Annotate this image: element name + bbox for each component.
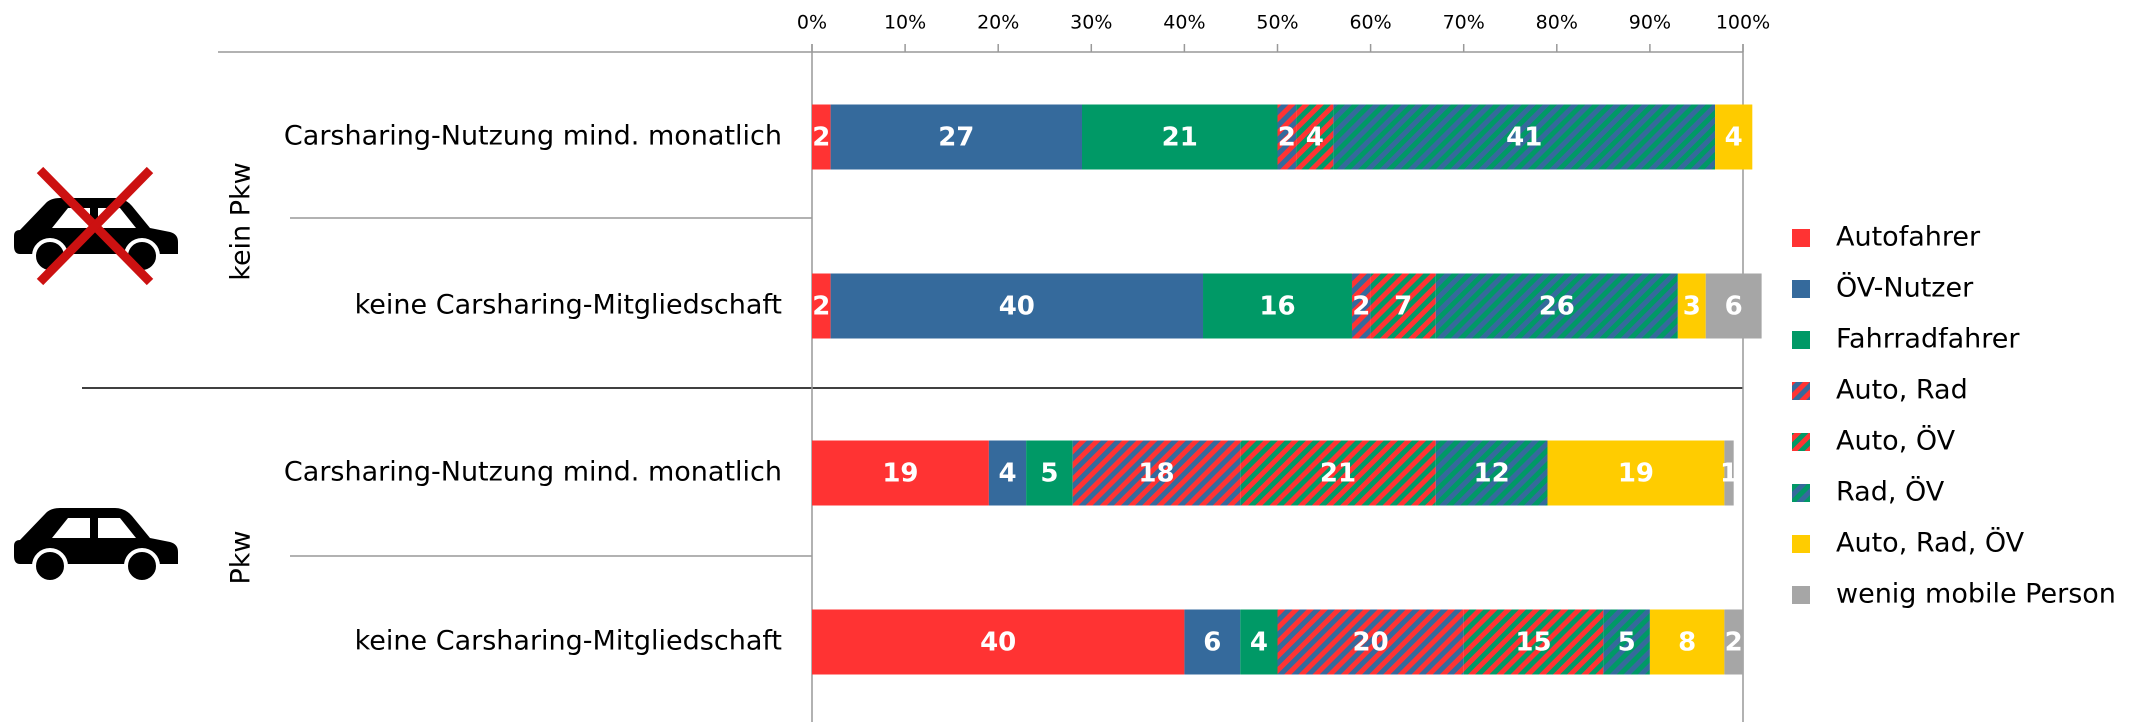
value-label: 4 [998,459,1016,489]
value-label: 21 [1162,123,1198,153]
value-label: 1 [1720,459,1738,489]
value-label: 40 [999,292,1035,322]
legend-swatch [1792,535,1810,553]
x-tick-label: 20% [977,12,1019,34]
value-label: 2 [1725,628,1743,658]
bar-segment [1435,440,1548,506]
legend-label: Autofahrer [1836,222,1981,253]
bar-segment [1603,609,1650,675]
value-label: 5 [1040,459,1058,489]
value-label: 15 [1515,628,1551,658]
bar-segment [1715,104,1753,170]
car-icon [14,508,178,584]
legend-label: Fahrradfahrer [1836,324,2020,355]
legend-swatch [1792,433,1810,451]
value-label: 19 [882,459,918,489]
legend-label: Rad, ÖV [1836,476,1945,508]
bar-segment [1277,104,1297,170]
bar-segment [988,440,1027,506]
x-tick-label: 100% [1716,12,1770,34]
bar-segment [1463,609,1604,675]
bar-segment [1072,440,1241,506]
x-tick-label: 50% [1256,12,1298,34]
value-label: 27 [938,123,974,153]
value-label: 2 [1352,292,1370,322]
legend-label: Auto, Rad, ÖV [1836,527,2025,559]
value-label: 19 [1618,459,1654,489]
bar-segment [1649,609,1725,675]
bar-segment [830,273,1204,339]
value-label: 2 [1278,123,1296,153]
value-label: 16 [1259,292,1295,322]
bar-segment [830,104,1082,170]
x-tick-label: 10% [884,12,926,34]
bar-segment [1277,609,1464,675]
category-label: keine Carsharing-Mitgliedschaft [355,626,782,657]
bar-segment [812,104,831,170]
x-tick-label: 0% [797,12,827,34]
value-label: 6 [1725,292,1743,322]
bar-segment [1296,104,1334,170]
bar-segment [1184,609,1241,675]
car-icon-crossed [14,166,178,286]
value-label: 12 [1474,459,1510,489]
bar-segment [1240,609,1278,675]
value-label: 4 [1725,123,1743,153]
value-label: 2 [812,123,830,153]
x-tick-label: 80% [1536,12,1578,34]
bar-segment [1026,440,1073,506]
value-label: 20 [1353,628,1389,658]
legend-label: wenig mobile Person [1836,579,2116,610]
legend-swatch [1792,382,1810,400]
bar-segment [1203,273,1352,339]
category-label: Carsharing-Nutzung mind. monatlich [284,121,782,152]
value-label: 26 [1539,292,1575,322]
bar-segment [1724,609,1743,675]
value-label: 18 [1138,459,1174,489]
bar-segment [1081,104,1278,170]
value-label: 40 [980,628,1016,658]
bar-segment [812,440,989,506]
value-label: 8 [1678,628,1696,658]
bar-segment [812,273,831,339]
x-tick-label: 90% [1629,12,1671,34]
bar-segment [1547,440,1725,506]
value-label: 6 [1203,628,1221,658]
bar-segment [1351,273,1371,339]
legend-swatch [1792,484,1810,502]
bar-segment [1435,273,1678,339]
x-tick-label: 60% [1349,12,1391,34]
value-label: 3 [1683,292,1701,322]
bar-segment [1333,104,1716,170]
legend-label: Auto, ÖV [1836,425,1956,457]
bar-segment [1705,273,1762,339]
bar-segment [1724,440,1734,506]
bar-segment [1677,273,1706,339]
legend-swatch [1792,586,1810,604]
group-label: kein Pkw [226,162,257,280]
value-label: 41 [1506,123,1542,153]
group-label: Pkw [226,531,257,585]
value-label: 4 [1250,628,1268,658]
x-tick-label: 40% [1163,12,1205,34]
bar-segment [1370,273,1436,339]
value-label: 2 [812,292,830,322]
category-label: Carsharing-Nutzung mind. monatlich [284,457,782,488]
value-label: 21 [1320,459,1356,489]
value-label: 7 [1394,292,1412,322]
legend-swatch [1792,229,1810,247]
x-tick-label: 70% [1443,12,1485,34]
bar-segment [812,609,1185,675]
legend-label: Auto, Rad [1836,375,1968,406]
x-tick-label: 30% [1070,12,1112,34]
value-label: 5 [1618,628,1636,658]
category-label: keine Carsharing-Mitgliedschaft [355,290,782,321]
value-label: 4 [1306,123,1324,153]
bar-segment [1240,440,1436,506]
legend-swatch [1792,280,1810,298]
legend-swatch [1792,331,1810,349]
legend-label: ÖV-Nutzer [1836,272,1974,304]
